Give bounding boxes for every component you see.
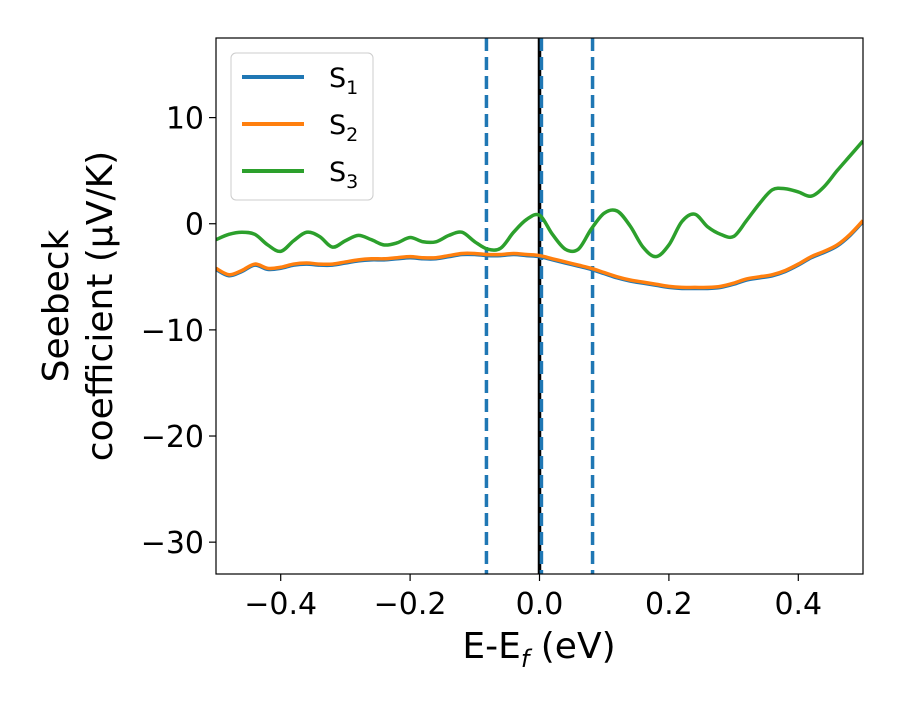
y-tick-label: 10 [166,102,204,137]
reference-lines [484,38,595,574]
y-axis-label-line2: coefficient (μV/K) [80,151,121,461]
legend: S1 S2 S3 [230,52,374,201]
y-tick-label: 0 [185,208,204,243]
x-tick-label: 0.2 [645,587,693,622]
x-tick-label: −0.2 [374,587,447,622]
y-tick-label: −20 [141,420,204,455]
series-line-s2 [216,219,863,290]
series-line-s3 [216,139,863,259]
x-tick-label: 0.0 [516,587,564,622]
x-axis-label-main: E-E [462,626,520,667]
data-series [216,139,863,291]
y-axis-label: Seebeck coefficient (μV/K) [36,151,121,461]
x-axis-ticks: −0.4 −0.2 0.0 0.2 0.4 [244,574,822,622]
legend-label-s1: S1 [329,63,358,99]
x-tick-label: 0.4 [774,587,822,622]
legend-label-s2: S2 [329,110,358,146]
y-axis-label-line1: Seebeck [36,229,77,382]
x-axis-label-tail: (eV) [529,626,615,667]
legend-label-s3: S3 [329,157,358,193]
y-tick-label: −10 [141,314,204,349]
legend-box [230,52,374,201]
x-tick-label: −0.4 [244,587,317,622]
x-axis-label: E-Ef (eV) [462,626,615,673]
y-axis-ticks: 10 0 −10 −20 −30 [141,102,216,561]
y-tick-label: −30 [141,526,204,561]
